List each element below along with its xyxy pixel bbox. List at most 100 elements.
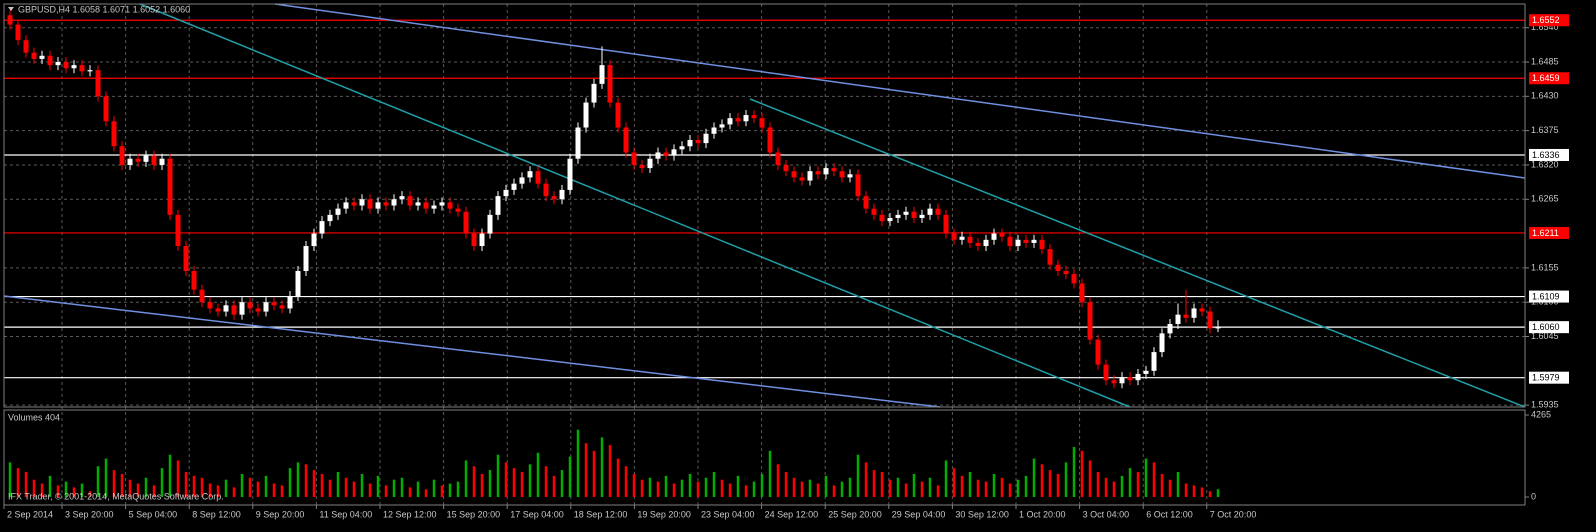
candle-body [239, 302, 245, 315]
candle-body [1159, 333, 1165, 353]
candle-body [799, 177, 805, 181]
candle-body [31, 52, 37, 59]
candle-body [367, 199, 373, 209]
x-tick-label: 7 Oct 20:00 [1210, 509, 1257, 519]
candle-body [639, 164, 645, 169]
frame [3, 3, 1526, 506]
candle-body [519, 177, 525, 184]
candle-body [1039, 239, 1045, 250]
candle-body [167, 158, 173, 215]
x-tick-label: 3 Oct 04:00 [1083, 509, 1130, 519]
y-tick-label: 1.6430 [1531, 91, 1559, 101]
candle-body [919, 214, 925, 218]
candle-body [823, 168, 829, 175]
candle-body [47, 55, 53, 66]
level-label: 1.6459 [1532, 73, 1560, 83]
level-label: 1.6336 [1532, 150, 1560, 160]
x-tick-label: 30 Sep 12:00 [955, 509, 1009, 519]
level-label: 1.6060 [1532, 322, 1560, 332]
candle-body [615, 102, 621, 128]
level-label-box [1529, 371, 1569, 384]
candle-body [535, 171, 541, 184]
candle-body [415, 202, 421, 206]
candle-body [287, 295, 293, 309]
candle-body [1087, 302, 1093, 340]
candle-body [783, 164, 789, 172]
trend-line [3, 295, 941, 408]
candle-body [1127, 377, 1133, 381]
candle-body [647, 158, 653, 169]
x-tick-label: 5 Sep 04:00 [129, 509, 178, 519]
candle-body [143, 155, 149, 162]
candle-body [207, 302, 213, 309]
candle-body [695, 139, 701, 144]
candle-body [63, 62, 69, 69]
candle-body [791, 171, 797, 178]
candle-body [551, 196, 557, 200]
candle-body [959, 236, 965, 240]
channel-line [139, 3, 1131, 408]
candle-body [199, 289, 205, 303]
candle-body [439, 202, 445, 206]
candle-body [743, 115, 749, 122]
level-label: 1.5979 [1532, 373, 1560, 383]
candle-body [911, 211, 917, 218]
candle-body [231, 305, 237, 315]
level-label-box [1529, 14, 1569, 27]
candle-body [95, 70, 101, 97]
candle-body [151, 155, 157, 165]
x-tick-label: 24 Sep 12:00 [765, 509, 819, 519]
candle-body [599, 65, 605, 84]
volume-bars [8, 429, 1220, 497]
candle-body [631, 152, 637, 165]
candle-body [391, 199, 397, 206]
candle-body [839, 171, 845, 178]
x-tick-label: 12 Sep 12:00 [383, 509, 437, 519]
candle-body [71, 65, 77, 69]
candle-body [855, 174, 861, 197]
candle-body [807, 171, 813, 181]
candle-body [111, 121, 117, 147]
candle-body [399, 196, 405, 200]
candle-body [1143, 370, 1149, 374]
candle-body [1015, 239, 1021, 247]
levels [4, 19, 1525, 379]
x-tick-label: 18 Sep 12:00 [574, 509, 628, 519]
candle-body [7, 15, 13, 25]
candle-body [479, 233, 485, 247]
candle-body [1167, 324, 1173, 334]
candle-body [255, 308, 261, 312]
candle-body [751, 115, 757, 119]
x-tick-label: 25 Sep 20:00 [828, 509, 882, 519]
x-tick-label: 23 Sep 04:00 [701, 509, 755, 519]
x-tick-label: 17 Sep 04:00 [510, 509, 564, 519]
candle-body [407, 196, 413, 206]
candle-body [1199, 308, 1205, 312]
channel-line [749, 98, 1526, 408]
x-tick-label: 15 Sep 20:00 [447, 509, 501, 519]
x-tick-label: 11 Sep 04:00 [319, 509, 372, 519]
candle-body [543, 183, 549, 197]
level-label: 1.6552 [1532, 15, 1560, 25]
candle-body [1191, 308, 1197, 318]
candle-body [39, 55, 45, 59]
candle-body [623, 127, 629, 153]
candle-body [575, 127, 581, 159]
candle-body [1007, 236, 1013, 247]
candle-body [1111, 380, 1117, 384]
candle-body [1175, 314, 1181, 325]
candle-body [383, 202, 389, 206]
candle-body [263, 302, 269, 312]
candle-body [1023, 239, 1029, 243]
candle-body [1207, 311, 1213, 329]
candle-body [135, 158, 141, 162]
candle-body [559, 189, 565, 200]
volume-pane-border [3, 409, 1526, 506]
candle-body [503, 189, 509, 197]
candles [7, 10, 1221, 389]
candle-body [511, 183, 517, 190]
candle-body [119, 146, 125, 165]
level-label-box [1529, 290, 1569, 303]
y-tick-label: 1.6045 [1531, 331, 1559, 341]
